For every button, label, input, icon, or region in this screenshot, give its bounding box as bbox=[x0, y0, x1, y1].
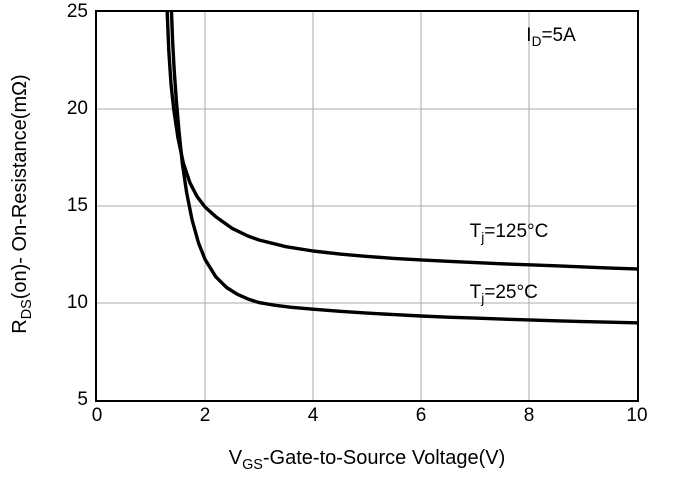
annotation-drain-current-sub: D bbox=[531, 34, 542, 50]
y-tick-label: 5 bbox=[77, 389, 88, 410]
y-axis-title: RDS(on)- On-Resistance(mΩ) bbox=[9, 74, 35, 333]
curve-1 bbox=[169, 12, 637, 325]
x-tick-label: 6 bbox=[415, 405, 427, 426]
chart-canvas bbox=[97, 12, 637, 400]
plot-area bbox=[95, 10, 639, 402]
annotation-drain-current-rest: =5A bbox=[541, 25, 576, 47]
x-axis-title-rest: -Gate-to-Source Voltage(V) bbox=[262, 447, 506, 469]
y-tick-label: 10 bbox=[66, 292, 88, 313]
curve-0 bbox=[165, 12, 637, 271]
y-tick-label: 25 bbox=[66, 1, 88, 22]
series-label-1-sub: j bbox=[481, 291, 485, 307]
y-tick-label: 20 bbox=[66, 98, 88, 119]
y-axis-title-base: R bbox=[9, 319, 31, 334]
annotation-drain-current-base: I bbox=[526, 25, 532, 47]
y-axis-title-rest: (on)- On-Resistance(mΩ) bbox=[9, 74, 31, 300]
series-label-1: Tj=25°C bbox=[470, 282, 538, 306]
y-axis-title-sub: DS bbox=[19, 299, 35, 320]
series-label-1-base: T bbox=[469, 282, 482, 304]
x-tick-label: 4 bbox=[307, 405, 319, 426]
x-tick-label: 2 bbox=[199, 405, 211, 426]
series-label-0: Tj=125°C bbox=[470, 221, 549, 245]
series-label-0-base: T bbox=[469, 221, 482, 243]
x-axis-title-base: V bbox=[228, 447, 243, 469]
x-tick-label: 10 bbox=[626, 405, 648, 426]
x-tick-label: 0 bbox=[91, 405, 103, 426]
y-tick-label: 15 bbox=[66, 195, 88, 216]
series-label-0-rest: =125°C bbox=[484, 221, 549, 243]
x-axis-title-sub: GS bbox=[242, 457, 263, 473]
series-label-0-sub: j bbox=[481, 230, 485, 246]
x-tick-label: 8 bbox=[523, 405, 535, 426]
x-axis-title: VGS-Gate-to-Source Voltage(V) bbox=[229, 447, 505, 473]
series-label-1-rest: =25°C bbox=[484, 282, 538, 304]
annotation-drain-current: ID=5A bbox=[526, 25, 576, 49]
